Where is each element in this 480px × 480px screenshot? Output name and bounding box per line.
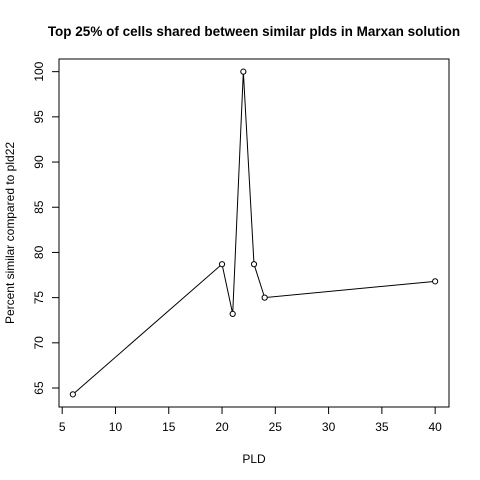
x-tick-label: 40 — [428, 420, 442, 434]
y-tick-label: 95 — [32, 110, 46, 124]
y-tick-label: 80 — [32, 245, 46, 259]
x-tick-label: 30 — [322, 420, 336, 434]
x-tick-label: 20 — [215, 420, 229, 434]
chart-title: Top 25% of cells shared between similar … — [48, 24, 460, 39]
x-tick-label: 25 — [269, 420, 283, 434]
data-point — [262, 295, 267, 300]
data-point — [230, 311, 235, 316]
y-tick-label: 75 — [32, 291, 46, 305]
data-point — [70, 392, 75, 397]
y-tick-label: 85 — [32, 200, 46, 214]
x-tick-label: 35 — [375, 420, 389, 434]
y-tick-label: 90 — [32, 155, 46, 169]
data-point — [219, 262, 224, 267]
y-axis-label: Percent similar compared to pld22 — [3, 142, 17, 324]
x-tick-label: 10 — [109, 420, 123, 434]
data-point — [251, 262, 256, 267]
data-point — [241, 69, 246, 74]
x-tick-label: 5 — [59, 420, 66, 434]
y-tick-label: 70 — [32, 336, 46, 350]
x-tick-label: 15 — [162, 420, 176, 434]
data-point — [433, 279, 438, 284]
x-axis-label: PLD — [242, 452, 266, 466]
y-tick-label: 100 — [32, 61, 46, 81]
y-tick-label: 65 — [32, 381, 46, 395]
